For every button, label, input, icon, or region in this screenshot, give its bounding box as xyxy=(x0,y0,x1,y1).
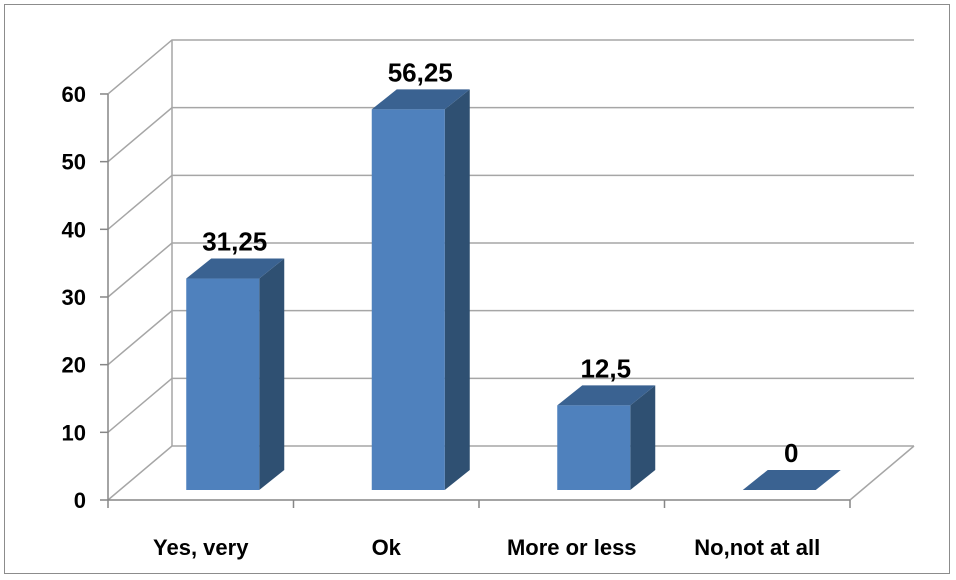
bar-front-1 xyxy=(186,278,260,490)
axes xyxy=(100,93,851,508)
y-axis-tick-labels: 0 10 20 30 40 50 60 xyxy=(62,82,86,513)
category-label-4: No,not at all xyxy=(694,535,820,560)
gridline-40 xyxy=(107,174,914,230)
category-label-2: Ok xyxy=(372,535,402,560)
bar-side-2 xyxy=(444,89,470,490)
bar-1 xyxy=(186,258,285,490)
bar-top-2 xyxy=(371,89,470,110)
floor-right-edge xyxy=(849,445,915,501)
y-tick-label-20: 20 xyxy=(62,353,86,378)
bar-side-3 xyxy=(630,385,656,490)
bars xyxy=(186,89,841,490)
data-label-4: 0 xyxy=(784,438,798,468)
data-labels: 31,25 56,25 12,5 0 xyxy=(202,57,798,468)
data-label-1: 31,25 xyxy=(202,227,267,257)
category-label-3: More or less xyxy=(507,535,637,560)
category-label-1: Yes, very xyxy=(153,535,249,560)
bar-front-2 xyxy=(371,109,445,490)
gridline-50 xyxy=(107,106,914,163)
bar-2 xyxy=(371,89,470,490)
data-label-3: 12,5 xyxy=(580,353,631,383)
bar-top-1 xyxy=(186,258,285,279)
y-tick-label-0: 0 xyxy=(74,488,86,513)
y-tick-label-40: 40 xyxy=(62,217,86,242)
y-tick-label-50: 50 xyxy=(62,150,86,175)
bar-3 xyxy=(557,385,656,490)
y-tick-label-10: 10 xyxy=(62,420,86,445)
gridlines xyxy=(107,39,915,501)
bar-side-1 xyxy=(259,258,285,490)
y-tick-label-60: 60 xyxy=(62,82,86,107)
bar-top-3 xyxy=(557,385,656,406)
y-tick-label-30: 30 xyxy=(62,285,86,310)
data-label-2: 56,25 xyxy=(388,57,453,87)
x-axis-category-labels: Yes, very Ok More or less No,not at all xyxy=(153,535,820,560)
gridline-60 xyxy=(107,39,914,95)
bar-front-3 xyxy=(557,405,631,490)
bar-top-4 xyxy=(742,470,841,490)
bar-4 xyxy=(742,470,841,490)
